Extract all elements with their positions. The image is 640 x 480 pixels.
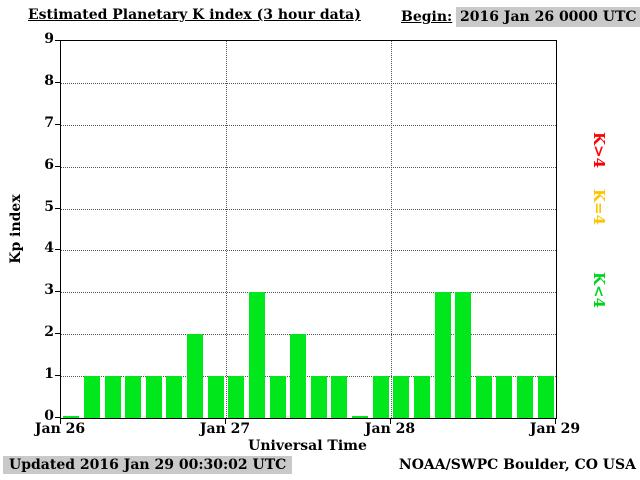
kp-bar [434, 292, 451, 418]
y-tick-mark [55, 207, 60, 209]
x-tick-label: Jan 27 [199, 421, 251, 437]
x-tick-mark [555, 419, 556, 424]
y-tick-label: 8 [44, 72, 54, 89]
horizontal-gridline [61, 250, 556, 252]
y-tick-label: 1 [44, 366, 54, 383]
kp-bar [187, 334, 204, 418]
horizontal-gridline [61, 166, 556, 168]
x-tick-label: Jan 29 [529, 421, 581, 437]
kp-bar [310, 376, 327, 418]
horizontal-gridline [61, 124, 556, 126]
y-tick-mark [55, 123, 60, 125]
y-tick-mark [55, 333, 60, 335]
begin-date-value: 2016 Jan 26 0000 UTC [456, 7, 640, 27]
y-tick-label: 2 [44, 324, 54, 341]
kp-bar [372, 376, 389, 418]
y-tick-label: 7 [44, 114, 54, 131]
legend-k-eq-4: K=4 [590, 188, 608, 226]
y-tick-mark [55, 417, 60, 418]
kp-bar [517, 376, 534, 418]
horizontal-gridline [61, 334, 556, 336]
kp-bar [207, 376, 224, 418]
y-tick-label: 3 [44, 282, 54, 299]
kp-bar [455, 292, 472, 418]
y-tick-mark [55, 375, 60, 377]
kp-bar [393, 376, 410, 418]
y-tick-mark [55, 81, 60, 83]
updated-timestamp: Updated 2016 Jan 29 00:30:02 UTC [3, 456, 293, 474]
y-tick-label: 0 [44, 408, 54, 424]
kp-bar [269, 376, 286, 418]
y-tick-mark [55, 249, 60, 251]
credit-text: NOAA/SWPC Boulder, CO USA [398, 457, 636, 473]
kp-bar [413, 376, 430, 418]
kp-bar [83, 376, 100, 418]
kp-bar [63, 416, 80, 418]
kp-bar [104, 376, 121, 418]
kp-bar [145, 376, 162, 418]
kp-bar [496, 376, 513, 418]
x-axis-label: Universal Time [248, 438, 367, 454]
kp-bar [228, 376, 245, 418]
legend-k-lt-4: K<4 [590, 271, 608, 309]
horizontal-gridline [61, 376, 556, 378]
chart-title: Estimated Planetary K index (3 hour data… [28, 7, 361, 23]
kp-bar [331, 376, 348, 418]
y-axis-label: Kp index [8, 194, 24, 264]
y-tick-label: 4 [44, 240, 54, 257]
begin-label: Begin: [401, 9, 453, 25]
vertical-gridline [226, 41, 227, 418]
legend-k-gt-4: K>4 [590, 131, 608, 169]
x-tick-mark [225, 419, 226, 424]
x-tick-mark [390, 419, 391, 424]
y-tick-mark [55, 40, 60, 41]
x-tick-mark [60, 419, 61, 424]
kp-bar [125, 376, 142, 418]
horizontal-gridline [61, 292, 556, 294]
y-tick-label: 5 [44, 198, 54, 215]
kp-bar [475, 376, 492, 418]
kp-bar [290, 334, 307, 418]
horizontal-gridline [61, 208, 556, 210]
kp-bar [166, 376, 183, 418]
y-tick-label: 9 [44, 31, 54, 47]
y-tick-mark [55, 165, 60, 167]
x-tick-label: Jan 28 [364, 421, 416, 437]
y-tick-mark [55, 291, 60, 293]
horizontal-gridline [61, 82, 556, 84]
plot-area [60, 40, 557, 419]
vertical-gridline [391, 41, 392, 418]
kp-bar [537, 376, 554, 418]
kp-bar [352, 416, 369, 418]
kp-bar [248, 292, 265, 418]
x-tick-label: Jan 26 [34, 421, 86, 437]
y-tick-label: 6 [44, 156, 54, 173]
